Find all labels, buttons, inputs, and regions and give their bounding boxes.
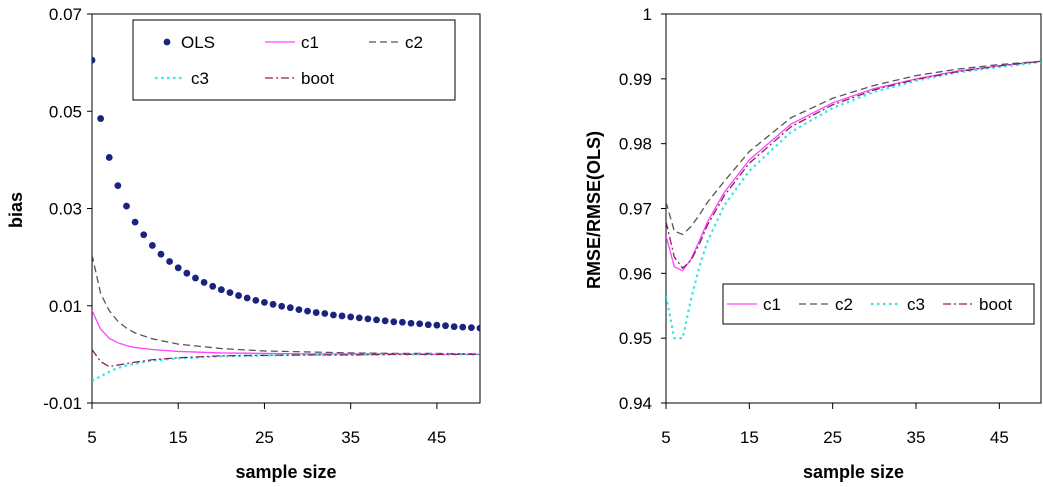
legend-label-boot: boot bbox=[301, 69, 334, 88]
legend-label-OLS: OLS bbox=[181, 33, 215, 52]
x-tick-label: 35 bbox=[341, 428, 360, 447]
x-tick-label: 45 bbox=[427, 428, 446, 447]
y-tick-label: 0.98 bbox=[619, 135, 652, 154]
series-OLS-point bbox=[105, 154, 113, 161]
y-tick-label: 0.03 bbox=[49, 200, 82, 219]
y-tick-label: -0.01 bbox=[43, 394, 82, 413]
series-OLS-point bbox=[295, 306, 303, 314]
series-c1-line bbox=[92, 310, 480, 356]
series-OLS-point bbox=[467, 324, 475, 332]
legend-label-c2: c2 bbox=[405, 33, 423, 52]
legend-label-c1: c1 bbox=[763, 295, 781, 314]
series-OLS-point bbox=[226, 289, 234, 297]
y-tick-label: 0.07 bbox=[49, 5, 82, 24]
series-OLS-point bbox=[192, 274, 199, 282]
legend-label-c2: c2 bbox=[835, 295, 853, 314]
series-OLS-point bbox=[355, 314, 363, 322]
series-OLS-point bbox=[114, 182, 122, 190]
series-OLS-point bbox=[92, 56, 96, 64]
series-layer bbox=[666, 60, 1041, 340]
series-OLS-point bbox=[131, 218, 139, 226]
series-c1-line bbox=[666, 60, 1041, 272]
x-axis-label: sample size bbox=[803, 462, 904, 482]
series-OLS-point bbox=[347, 313, 355, 321]
legend-label-c1: c1 bbox=[301, 33, 319, 52]
series-OLS-point bbox=[200, 279, 208, 286]
series-OLS-point bbox=[407, 319, 415, 327]
series-OLS-point bbox=[166, 258, 174, 265]
series-OLS-point bbox=[399, 318, 406, 326]
x-axis-label: sample size bbox=[235, 462, 336, 482]
y-tick-label: 0.94 bbox=[619, 394, 652, 413]
series-layer bbox=[92, 56, 480, 383]
legend-label-boot: boot bbox=[979, 295, 1012, 314]
x-tick-label: 5 bbox=[87, 428, 96, 447]
series-OLS-point bbox=[442, 322, 449, 330]
series-c2-line bbox=[666, 60, 1041, 236]
y-tick-label: 0.05 bbox=[49, 102, 82, 121]
series-boot-line bbox=[666, 60, 1041, 270]
series-OLS-point bbox=[235, 292, 242, 299]
y-tick-label: 0.97 bbox=[619, 200, 652, 219]
series-OLS-point bbox=[476, 324, 480, 332]
x-tick-label: 15 bbox=[740, 428, 759, 447]
series-OLS-point bbox=[286, 304, 294, 312]
x-tick-label: 25 bbox=[823, 428, 842, 447]
legend-label-c3: c3 bbox=[191, 69, 209, 88]
series-OLS-point bbox=[312, 309, 320, 316]
y-tick-label: 0.99 bbox=[619, 70, 652, 89]
series-OLS-point bbox=[416, 320, 424, 328]
series-OLS-point bbox=[140, 231, 148, 239]
series-c2-line bbox=[92, 254, 480, 355]
y-tick-label: 0.96 bbox=[619, 264, 652, 283]
series-OLS-point bbox=[459, 323, 467, 331]
series-OLS-point bbox=[373, 316, 380, 324]
legend-label-c3: c3 bbox=[907, 295, 925, 314]
series-c3-line bbox=[92, 353, 480, 383]
x-tick-label: 15 bbox=[169, 428, 188, 447]
x-tick-label: 45 bbox=[990, 428, 1009, 447]
series-OLS-point bbox=[243, 294, 251, 302]
y-tick-label: 0.95 bbox=[619, 329, 652, 348]
rmse-panel: 5 15 25 35 45 0.94 0.95 0.96 0.97 0.98 0.99 1 sample… bbox=[584, 5, 1042, 482]
series-OLS-point bbox=[278, 302, 286, 310]
y-tick-label: 1 bbox=[643, 5, 652, 24]
series-OLS-point bbox=[321, 310, 329, 317]
series-OLS-point bbox=[338, 312, 346, 320]
x-tick-label: 35 bbox=[907, 428, 926, 447]
x-tick-label: 5 bbox=[661, 428, 670, 447]
series-OLS-point bbox=[157, 250, 165, 258]
series-OLS-point bbox=[450, 323, 458, 331]
series-OLS-point bbox=[330, 311, 337, 319]
series-boot-line bbox=[92, 349, 480, 368]
legend-box bbox=[132, 19, 456, 101]
series-OLS-point bbox=[252, 297, 260, 304]
x-tick-label: 25 bbox=[255, 428, 274, 447]
series-OLS-point bbox=[209, 282, 217, 290]
y-axis-label: bias bbox=[6, 192, 26, 228]
series-OLS-point bbox=[304, 307, 311, 315]
y-tick-label: 0.01 bbox=[49, 297, 82, 316]
y-axis-label: RMSE/RMSE(OLS) bbox=[584, 131, 604, 289]
series-OLS-point bbox=[261, 298, 268, 306]
series-OLS-point bbox=[148, 242, 156, 249]
series-OLS-point bbox=[174, 264, 182, 272]
series-OLS-point bbox=[424, 321, 432, 329]
series-OLS-point bbox=[183, 269, 191, 277]
series-OLS-point bbox=[123, 202, 130, 210]
series-OLS-point bbox=[364, 315, 372, 323]
series-OLS-point bbox=[390, 318, 398, 326]
series-OLS-point bbox=[269, 300, 277, 308]
legend-marker-OLS bbox=[163, 38, 171, 46]
bias-panel: 5 15 25 35 45 -0.01 0.01 0.03 0.05 0.07 sample siz… bbox=[6, 5, 481, 482]
series-OLS-point bbox=[97, 115, 105, 122]
series-OLS-point bbox=[217, 286, 225, 294]
series-OLS-point bbox=[381, 317, 389, 325]
series-OLS-point bbox=[433, 321, 441, 329]
